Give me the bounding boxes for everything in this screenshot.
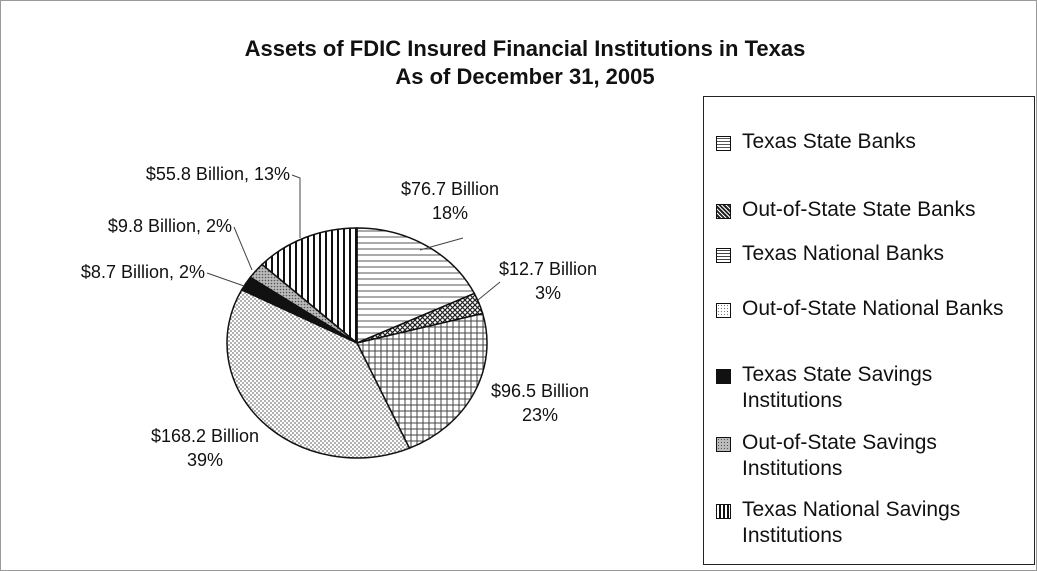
legend-swatch	[716, 369, 731, 384]
pie-slice	[355, 312, 488, 450]
data-label: 39%	[187, 450, 223, 470]
legend-item: Texas State Banks	[716, 129, 1031, 155]
data-label: $76.7 Billion	[401, 179, 499, 199]
data-label: $168.2 Billion	[151, 426, 259, 446]
legend-item: Texas National Banks	[716, 241, 1031, 267]
legend-swatch	[716, 437, 731, 452]
legend-label: Out-of-State State Banks	[742, 198, 976, 221]
data-label: $8.7 Billion, 2%	[81, 262, 205, 282]
data-label: $12.7 Billion	[499, 259, 597, 279]
legend-item: Out-of-State National Banks	[716, 296, 1031, 322]
legend-swatch	[716, 248, 731, 263]
legend-label: Texas National Banks	[742, 242, 944, 265]
legend-item: Texas State Savings Institutions	[716, 362, 1031, 414]
chart-subtitle: As of December 31, 2005	[395, 64, 654, 89]
legend-swatch	[716, 204, 731, 219]
pie	[226, 227, 488, 459]
legend-label: Out-of-State Savings Institutions	[742, 431, 937, 480]
data-label: 3%	[535, 283, 561, 303]
leader-line	[206, 272, 245, 287]
legend: Texas State Banks Out-of-State State Bank…	[703, 96, 1035, 565]
leader-line	[233, 226, 253, 271]
data-label: $9.8 Billion, 2%	[108, 216, 232, 236]
data-label: 23%	[522, 405, 558, 425]
legend-item: Out-of-State Savings Institutions	[716, 430, 1031, 482]
data-label: $96.5 Billion	[491, 381, 589, 401]
data-label: 18%	[432, 203, 468, 223]
legend-swatch	[716, 136, 731, 151]
legend-label: Out-of-State National Banks	[742, 297, 1004, 320]
pie-slice	[356, 227, 476, 345]
leader-line	[291, 174, 301, 238]
pie-slice	[226, 288, 411, 459]
chart-title: Assets of FDIC Insured Financial Institu…	[245, 36, 806, 61]
legend-item: Texas National Savings Institutions	[716, 497, 1031, 549]
leader-line	[477, 281, 501, 301]
legend-label: Texas State Savings Institutions	[742, 363, 933, 412]
legend-label: Texas State Banks	[742, 130, 916, 153]
legend-swatch	[716, 504, 731, 519]
legend-item: Out-of-State State Banks	[716, 197, 1031, 223]
pie-slice	[260, 227, 358, 345]
legend-swatch	[716, 303, 731, 318]
legend-label: Texas National Savings Institutions	[742, 498, 961, 547]
data-label: $55.8 Billion, 13%	[146, 164, 290, 184]
leader-line	[419, 237, 464, 251]
